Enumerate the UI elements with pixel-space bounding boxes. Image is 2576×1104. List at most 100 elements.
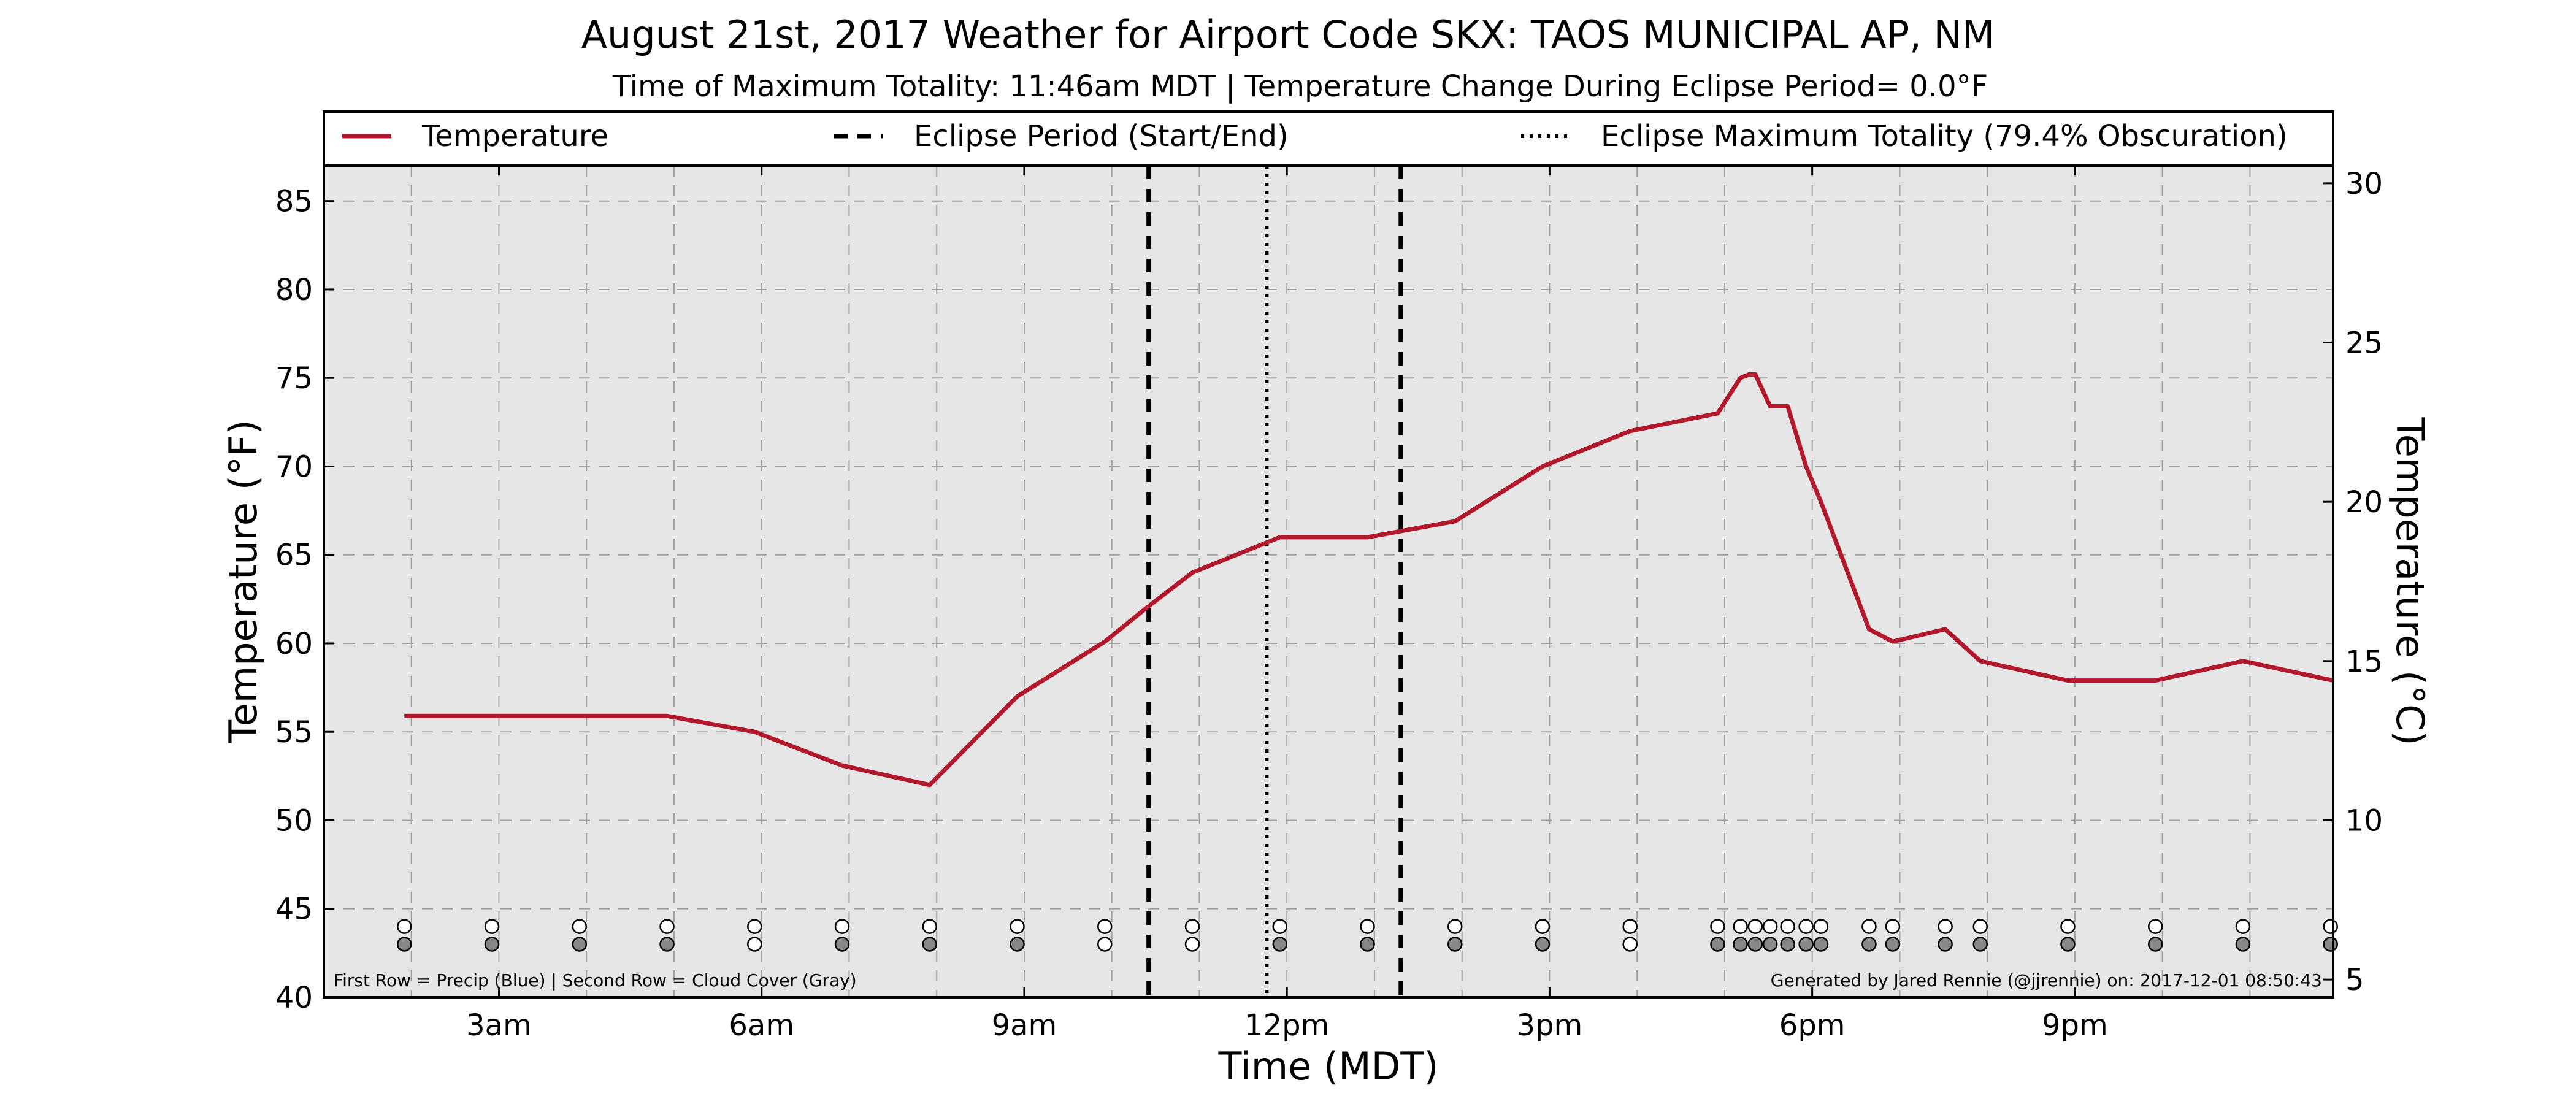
legend-eclipse-period-label: Eclipse Period (Start/End) (914, 119, 1289, 153)
precip-marker (1861, 919, 1877, 934)
precip-marker (1885, 919, 1901, 934)
cloud-cover-marker (1885, 937, 1901, 952)
precip-marker (1010, 919, 1025, 934)
cloud-cover-marker (1813, 937, 1829, 952)
y-right-axis-label: Temperature (°C) (2388, 416, 2432, 745)
y-tick-label: 65 (275, 539, 313, 573)
precip-marker (1798, 919, 1814, 934)
legend-temperature-label: Temperature (421, 119, 608, 153)
precip-marker (1938, 919, 1953, 934)
footnote-right: Generated by Jared Rennie (@jjrennie) on… (1771, 970, 2322, 991)
x-axis-label: Time (MDT) (1218, 1044, 1439, 1089)
cloud-cover-marker (922, 937, 938, 952)
cloud-cover-marker (747, 937, 762, 952)
y-tick-label: 70 (275, 450, 313, 484)
cloud-cover-marker (1780, 937, 1795, 952)
precip-marker (1184, 919, 1200, 934)
y-tick-label: 75 (275, 361, 313, 396)
cloud-cover-marker (1747, 937, 1763, 952)
legend: Temperature Eclipse Period (Start/End) E… (323, 110, 2334, 167)
precip-marker (922, 919, 938, 934)
legend-box (323, 110, 2334, 167)
precip-marker (1097, 919, 1113, 934)
precip-marker (1360, 919, 1375, 934)
cloud-cover-marker (2147, 937, 2163, 952)
y-axis-ticks: 40 45 50 55 60 65 70 75 80 85 (275, 185, 334, 1015)
cloud-cover-marker (1710, 937, 1725, 952)
cloud-cover-marker (1097, 937, 1113, 952)
y-right-tick-label: 5 (2345, 963, 2364, 997)
cloud-cover-marker (2060, 937, 2076, 952)
precip-marker (397, 919, 412, 934)
precip-marker (747, 919, 762, 934)
y-axis-label: Temperature (°F) (221, 420, 266, 743)
x-tick-label: 6pm (1779, 1008, 1846, 1043)
y-tick-label: 45 (275, 892, 313, 927)
y-right-tick-label: 20 (2345, 485, 2383, 519)
x-tick-label: 9pm (2042, 1008, 2108, 1043)
x-tick-label: 3am (466, 1008, 532, 1043)
precip-marker (2323, 919, 2338, 934)
cloud-cover-marker (2235, 937, 2251, 952)
x-tick-label: 9am (992, 1008, 1057, 1043)
precip-marker (484, 919, 500, 934)
y-right-tick-label: 25 (2345, 326, 2383, 361)
cloud-cover-marker (1184, 937, 1200, 952)
precip-marker (1535, 919, 1551, 934)
cloud-cover-marker (572, 937, 588, 952)
precip-marker (1710, 919, 1725, 934)
precip-marker (1622, 919, 1638, 934)
cloud-cover-marker (397, 937, 412, 952)
precip-marker (2235, 919, 2251, 934)
cloud-cover-marker (1972, 937, 1988, 952)
precip-marker (1747, 919, 1763, 934)
cloud-cover-marker (1622, 937, 1638, 952)
cloud-cover-marker (1938, 937, 1953, 952)
y-tick-label: 85 (275, 185, 313, 219)
precip-marker (2147, 919, 2163, 934)
plot-area (323, 164, 2338, 999)
y-tick-label: 60 (275, 627, 313, 661)
precip-marker (572, 919, 588, 934)
y-tick-label: 55 (275, 715, 313, 749)
y-tick-label: 80 (275, 273, 313, 307)
cloud-cover-marker (659, 937, 675, 952)
eclipse-markers (1146, 166, 1403, 997)
precip-marker (1272, 919, 1288, 934)
cloud-cover-marker (1762, 937, 1778, 952)
cloud-cover-marker (1272, 937, 1288, 952)
temperature-series (404, 372, 2334, 788)
precip-marker (1762, 919, 1778, 934)
cloud-cover-marker (1733, 937, 1748, 952)
x-tick-label: 3pm (1517, 1008, 1583, 1043)
x-axis-ticks: 3am 6am 9am 12pm 3pm 6pm 9pm (466, 166, 2108, 1043)
precip-marker (659, 919, 675, 934)
y-tick-label: 50 (275, 803, 313, 838)
cloud-cover-marker (1360, 937, 1375, 952)
precip-marker (2060, 919, 2076, 934)
chart-subtitle: Time of Maximum Totality: 11:46am MDT | … (612, 69, 1988, 104)
y-right-axis-ticks: 5 10 15 20 25 30 (2323, 167, 2383, 997)
x-tick-label: 6am (729, 1008, 794, 1043)
cloud-cover-marker (834, 937, 850, 952)
cloud-cover-marker (1010, 937, 1025, 952)
precip-marker (1972, 919, 1988, 934)
precip-marker (1813, 919, 1829, 934)
cloud-cover-marker (1861, 937, 1877, 952)
legend-eclipse-max-label: Eclipse Maximum Totality (79.4% Obscurat… (1601, 119, 2288, 153)
y-tick-label: 40 (275, 981, 313, 1015)
precip-marker (1733, 919, 1748, 934)
temperature-line (404, 372, 2334, 788)
grid-lines (323, 166, 2333, 997)
y-right-tick-label: 10 (2345, 803, 2383, 838)
precip-marker (1780, 919, 1795, 934)
y-right-tick-label: 15 (2345, 645, 2383, 679)
cloud-cover-marker (484, 937, 500, 952)
plot-background (324, 166, 2333, 997)
cloud-cover-marker (1535, 937, 1551, 952)
cloud-cover-marker (2323, 937, 2338, 952)
precip-marker (834, 919, 850, 934)
footnote-left: First Row = Precip (Blue) | Second Row =… (334, 970, 857, 991)
chart-title: August 21st, 2017 Weather for Airport Co… (581, 12, 1995, 57)
